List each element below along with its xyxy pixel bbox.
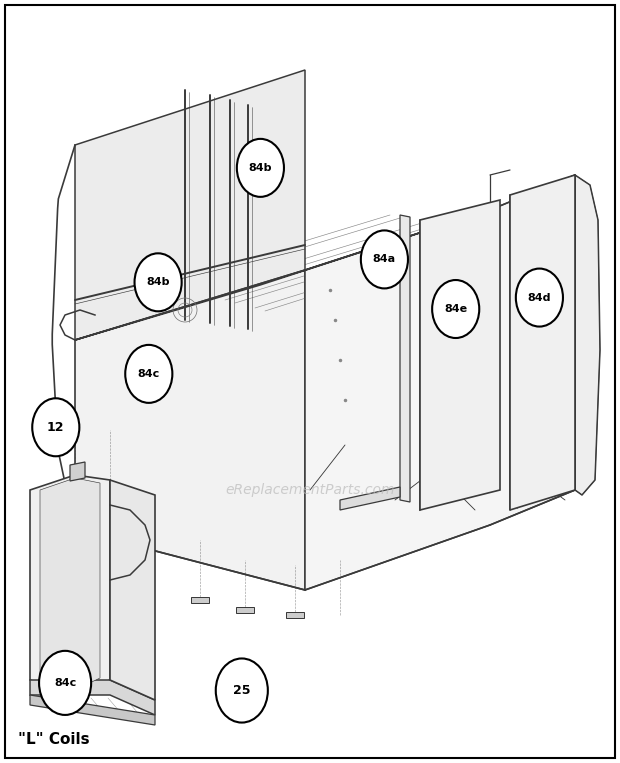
Polygon shape bbox=[75, 70, 305, 340]
Ellipse shape bbox=[125, 345, 172, 403]
Polygon shape bbox=[510, 175, 575, 510]
Ellipse shape bbox=[32, 398, 79, 456]
Text: 84c: 84c bbox=[54, 678, 76, 688]
Polygon shape bbox=[30, 475, 110, 695]
Polygon shape bbox=[400, 215, 410, 502]
Ellipse shape bbox=[516, 269, 563, 327]
Polygon shape bbox=[75, 210, 490, 340]
Polygon shape bbox=[70, 462, 85, 481]
Polygon shape bbox=[191, 597, 209, 603]
Polygon shape bbox=[236, 607, 254, 613]
Text: 84e: 84e bbox=[444, 304, 467, 314]
Polygon shape bbox=[305, 175, 575, 590]
Text: 84d: 84d bbox=[528, 292, 551, 303]
Text: 84b: 84b bbox=[249, 163, 272, 173]
Text: 84c: 84c bbox=[138, 369, 160, 379]
Text: 25: 25 bbox=[233, 684, 250, 697]
Polygon shape bbox=[110, 480, 155, 700]
Polygon shape bbox=[340, 487, 400, 510]
Polygon shape bbox=[30, 695, 155, 725]
Text: eReplacementParts.com: eReplacementParts.com bbox=[225, 483, 395, 497]
Text: 84a: 84a bbox=[373, 254, 396, 265]
Ellipse shape bbox=[39, 651, 91, 715]
Text: 84b: 84b bbox=[146, 277, 170, 288]
Polygon shape bbox=[75, 270, 305, 590]
Polygon shape bbox=[122, 571, 138, 579]
Polygon shape bbox=[87, 556, 103, 564]
Polygon shape bbox=[575, 175, 600, 495]
Polygon shape bbox=[286, 612, 304, 618]
Polygon shape bbox=[30, 680, 155, 715]
Ellipse shape bbox=[237, 139, 284, 197]
Text: 12: 12 bbox=[47, 420, 64, 434]
Ellipse shape bbox=[216, 658, 268, 723]
Polygon shape bbox=[420, 200, 500, 510]
Polygon shape bbox=[40, 478, 100, 690]
Ellipse shape bbox=[432, 280, 479, 338]
Text: "L" Coils: "L" Coils bbox=[18, 732, 90, 748]
Ellipse shape bbox=[361, 230, 408, 288]
Ellipse shape bbox=[135, 253, 182, 311]
